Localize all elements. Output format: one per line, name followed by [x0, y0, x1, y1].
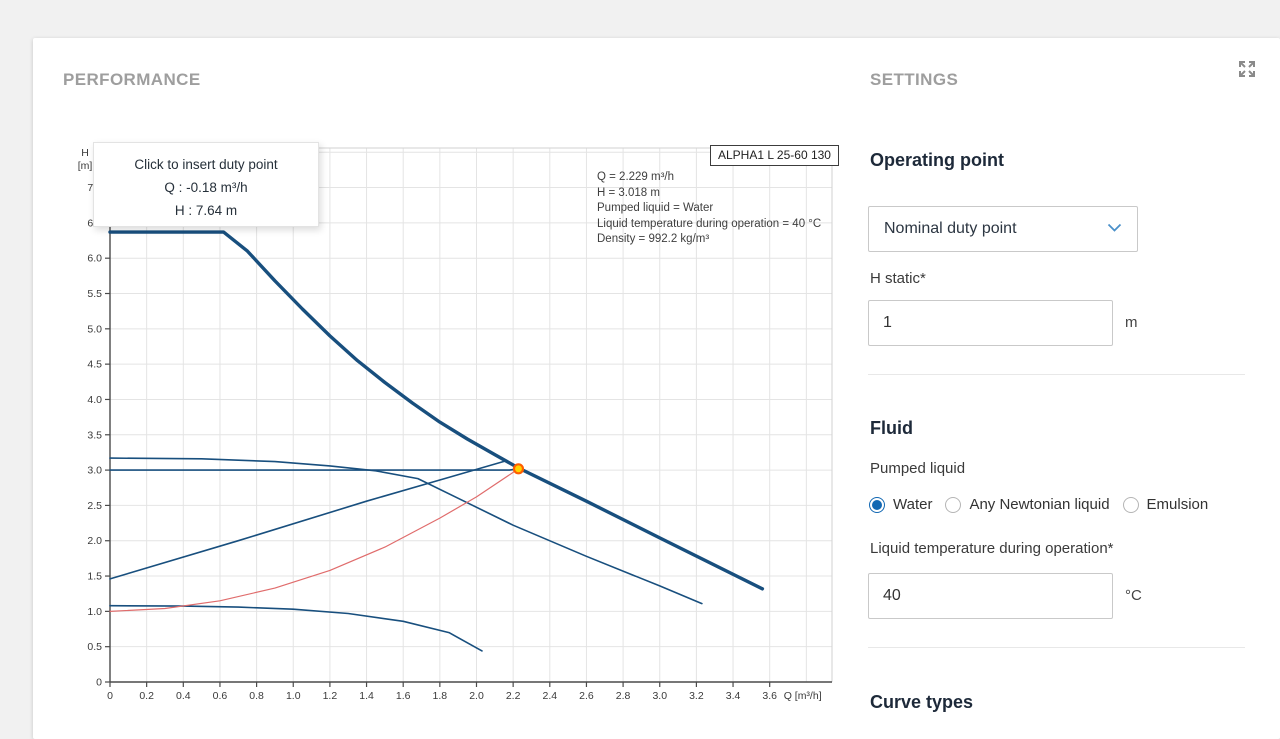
radio-any-newtonian-label: Any Newtonian liquid [969, 496, 1110, 513]
svg-text:3.5: 3.5 [87, 429, 102, 441]
svg-text:2.4: 2.4 [542, 690, 557, 702]
speed-curve-1 [109, 604, 483, 652]
max-speed-curve [108, 230, 765, 591]
svg-text:3.4: 3.4 [726, 690, 741, 702]
svg-text:4.5: 4.5 [87, 359, 102, 371]
svg-text:4.0: 4.0 [87, 394, 102, 406]
svg-text:2.8: 2.8 [616, 690, 631, 702]
radio-selected-icon [869, 496, 885, 513]
svg-text:[m]: [m] [78, 160, 93, 172]
annotation-temperature: Liquid temperature during operation = 40… [597, 217, 822, 230]
constant-pressure-curve [109, 467, 520, 471]
section-divider [868, 374, 1245, 375]
svg-text:1.5: 1.5 [87, 571, 102, 583]
pumped-liquid-radio-group: Water Any Newtonian liquid Emulsion [869, 496, 1208, 513]
annotation-liquid: Pumped liquid = Water [597, 202, 714, 214]
svg-text:1.8: 1.8 [433, 690, 448, 702]
tooltip-q-value: Q : -0.18 m³/h [164, 180, 248, 195]
svg-text:1.0: 1.0 [87, 606, 102, 618]
svg-text:1.2: 1.2 [323, 690, 338, 702]
annotation-q: Q = 2.229 m³/h [597, 171, 675, 183]
annotation-h: H = 3.018 m [597, 186, 660, 199]
svg-text:3.0: 3.0 [652, 690, 667, 702]
svg-text:6.0: 6.0 [87, 253, 102, 265]
h-static-label: H static* [870, 270, 926, 287]
svg-text:0: 0 [107, 690, 113, 702]
temperature-unit: °C [1125, 587, 1142, 604]
svg-text:Q [m³/h]: Q [m³/h] [784, 690, 822, 702]
fluid-heading: Fluid [870, 418, 913, 438]
duty-point-marker[interactable] [512, 463, 525, 475]
main-card: PERFORMANCE SETTINGS 0 0.2 0.4 0.6 0.8 1.0 1.2… [33, 38, 1280, 739]
svg-text:0.6: 0.6 [213, 690, 228, 702]
curve-types-heading: Curve types [870, 692, 974, 712]
proportional-pressure-curve [109, 460, 507, 580]
system-curve [109, 468, 520, 612]
svg-text:3.6: 3.6 [762, 690, 777, 702]
svg-text:3.0: 3.0 [87, 465, 102, 477]
svg-text:5.0: 5.0 [87, 323, 102, 335]
radio-emulsion[interactable]: Emulsion [1122, 496, 1209, 513]
svg-text:5.5: 5.5 [87, 288, 102, 300]
svg-text:2.0: 2.0 [469, 690, 484, 702]
temperature-label: Liquid temperature during operation* [870, 540, 1114, 557]
svg-text:0: 0 [96, 677, 102, 689]
svg-text:0.8: 0.8 [249, 690, 264, 702]
h-static-input[interactable] [868, 300, 1113, 346]
pump-model-label: ALPHA1 L 25-60 130 [710, 145, 839, 166]
chart-annotation: Q = 2.229 m³/h H = 3.018 m Pumped liquid… [597, 170, 821, 248]
svg-text:1.4: 1.4 [359, 690, 374, 702]
radio-unselected-icon [1122, 496, 1139, 513]
h-static-unit: m [1125, 314, 1138, 331]
svg-text:3.2: 3.2 [689, 690, 704, 702]
temperature-input[interactable] [868, 573, 1113, 619]
svg-text:0.4: 0.4 [176, 690, 191, 702]
expand-icon[interactable] [1236, 58, 1258, 80]
section-divider [868, 647, 1245, 648]
settings-title: SETTINGS [870, 70, 959, 89]
radio-water-label: Water [893, 496, 933, 513]
operating-point-select[interactable]: Nominal duty point [868, 206, 1138, 252]
chevron-down-icon [1107, 220, 1122, 238]
svg-text:0.5: 0.5 [87, 641, 102, 653]
annotation-density: Density = 992.2 kg/m³ [597, 233, 710, 245]
svg-text:1.6: 1.6 [396, 690, 411, 702]
operating-point-value: Nominal duty point [884, 220, 1017, 237]
performance-chart[interactable]: 0 0.2 0.4 0.6 0.8 1.0 1.2 1.4 1.6 1.8 2.0 2.2 2.4 2.6… [60, 130, 860, 720]
svg-text:1.0: 1.0 [286, 690, 301, 702]
svg-text:H: H [81, 147, 89, 159]
svg-text:2.6: 2.6 [579, 690, 594, 702]
radio-emulsion-label: Emulsion [1146, 496, 1209, 513]
radio-water[interactable]: Water [869, 496, 932, 513]
svg-text:2.2: 2.2 [506, 690, 521, 702]
chart-curves [108, 230, 765, 652]
performance-title: PERFORMANCE [63, 70, 201, 89]
operating-point-heading: Operating point [870, 150, 1004, 170]
svg-text:2.0: 2.0 [87, 535, 102, 547]
radio-unselected-icon [945, 496, 962, 513]
pumped-liquid-label: Pumped liquid [870, 460, 966, 477]
radio-any-newtonian-liquid[interactable]: Any Newtonian liquid [945, 496, 1110, 513]
tooltip-line: Click to insert duty point [134, 157, 278, 172]
duty-point-tooltip: Click to insert duty point Q : -0.18 m³/… [93, 142, 319, 227]
tooltip-h-value: H : 7.64 m [174, 203, 238, 218]
svg-text:2.5: 2.5 [87, 500, 102, 512]
speed-curve-2 [109, 457, 703, 605]
svg-text:0.2: 0.2 [139, 690, 154, 702]
